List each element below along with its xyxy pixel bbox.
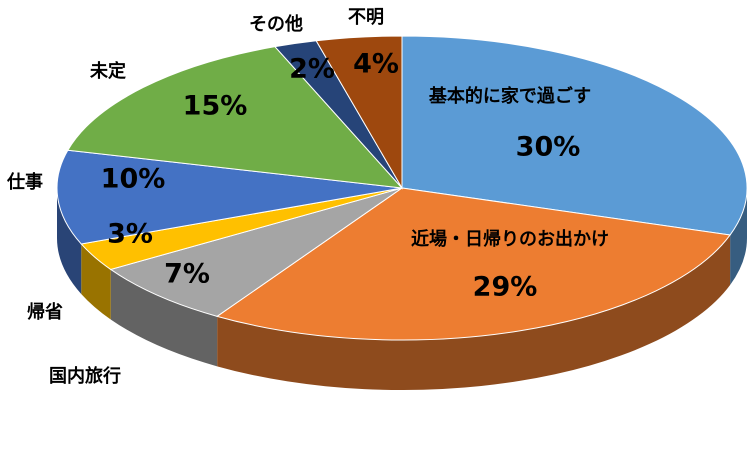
value-label: 2% bbox=[289, 54, 335, 85]
category-label: 近場・日帰りのお出かけ bbox=[411, 228, 609, 250]
slice bbox=[215, 187, 732, 341]
value-label: 30% bbox=[516, 132, 581, 163]
slice bbox=[401, 35, 748, 236]
category-label: その他 bbox=[249, 13, 303, 35]
slice-side bbox=[110, 269, 218, 367]
value-label: 7% bbox=[164, 259, 210, 290]
slice bbox=[109, 187, 403, 317]
slice-side bbox=[81, 243, 111, 320]
slice-side bbox=[57, 188, 82, 294]
slice-side bbox=[217, 234, 731, 390]
slice bbox=[315, 35, 403, 190]
slice bbox=[56, 149, 403, 245]
value-label: 29% bbox=[473, 272, 538, 303]
category-label: 仕事 bbox=[6, 171, 43, 193]
value-label: 3% bbox=[107, 219, 153, 250]
value-label: 15% bbox=[183, 91, 248, 122]
slice bbox=[67, 46, 404, 189]
category-label: 国内旅行 bbox=[49, 365, 121, 387]
category-label: 未定 bbox=[90, 60, 126, 82]
value-label: 10% bbox=[101, 164, 166, 195]
category-label: 不明 bbox=[348, 7, 384, 28]
value-label: 4% bbox=[353, 49, 399, 80]
category-label: 帰省 bbox=[27, 301, 63, 323]
category-label: 基本的に家で過ごす bbox=[428, 85, 591, 107]
